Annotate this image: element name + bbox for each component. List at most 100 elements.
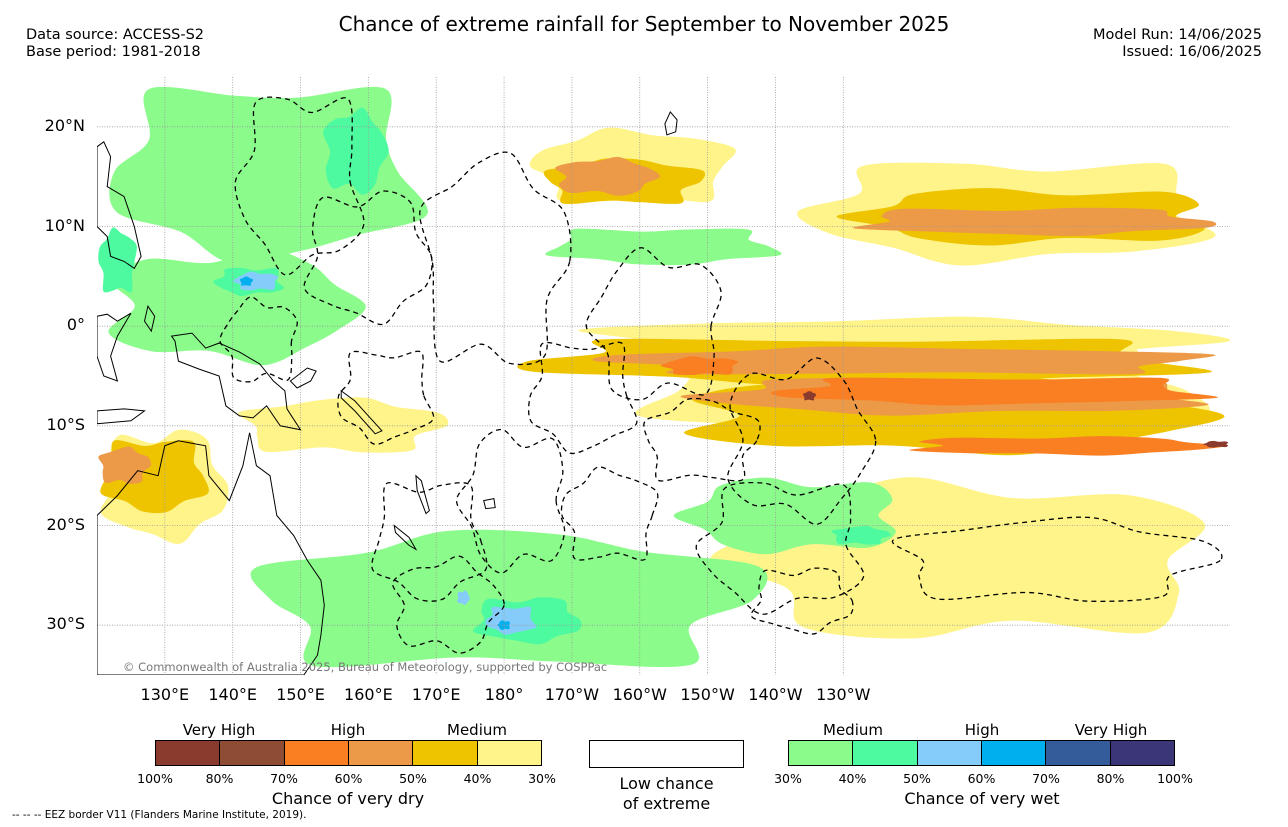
- dry-tick-label: 40%: [463, 771, 492, 786]
- dry-swatch: [347, 740, 414, 766]
- source-info: Data source: ACCESS-S2 Base period: 1981…: [26, 27, 204, 61]
- data-source-text: Data source: ACCESS-S2: [26, 27, 205, 43]
- wet-category-very-high: Very High: [1074, 721, 1148, 739]
- wet-region-level-1: [108, 247, 366, 366]
- wet-swatch: [980, 740, 1047, 766]
- dry-swatch: [283, 740, 349, 766]
- dry-region-level-3: [592, 346, 1216, 375]
- australia-coastline: [97, 432, 325, 675]
- wet-swatch: [788, 740, 854, 766]
- eez-border: [337, 350, 435, 445]
- eez-border: [585, 247, 722, 401]
- longitude-label: 140°E: [208, 685, 258, 704]
- low-chance-line-2: of extreme: [622, 794, 711, 813]
- dry-tick-label: 60%: [334, 771, 363, 786]
- graticule: [97, 77, 1230, 675]
- new-caledonia-coastline: [393, 524, 418, 551]
- wet-region-level-4: [239, 276, 253, 286]
- low-chance-label: Low chance of extreme: [589, 774, 744, 814]
- eez-border: [643, 397, 761, 482]
- eez-footnote: -- -- -- EEZ border V11 (Flanders Marine…: [12, 809, 307, 821]
- low-chance-line-1: Low chance: [619, 774, 714, 793]
- longitude-label: 170°W: [544, 685, 600, 704]
- dry-region-level-4: [771, 377, 1218, 406]
- wet-tick-label: 50%: [903, 771, 931, 786]
- wet-region-level-2: [98, 227, 137, 293]
- wet-tick-label: 70%: [1032, 771, 1060, 786]
- solomons-coastline: [340, 389, 383, 435]
- dry-swatch: [155, 740, 221, 766]
- rainfall-map: [97, 77, 1230, 675]
- wet-swatch: [1045, 740, 1111, 766]
- eez-border: [727, 357, 877, 525]
- halmahera-coastline: [143, 304, 156, 333]
- base-period-text: Base period: 1981-2018: [26, 44, 201, 60]
- dry-region-level-1: [238, 397, 449, 453]
- dry-tick-label: 80%: [205, 771, 234, 786]
- vanuatu-coastline: [415, 474, 430, 515]
- dry-swatch: [412, 740, 478, 766]
- wet-category-high: High: [964, 721, 1000, 739]
- coastlines: [97, 110, 678, 675]
- borneo-sulawesi-coastline: [97, 312, 132, 382]
- eez-border: [891, 516, 1223, 602]
- wet-region-level-4: [497, 620, 510, 630]
- eez-borders: [219, 96, 1223, 654]
- dry-swatch: [219, 740, 285, 766]
- dry-color-bar: [155, 740, 542, 766]
- low-chance-swatch: [589, 740, 744, 768]
- eez-border: [234, 96, 365, 276]
- eez-border: [560, 466, 659, 561]
- wet-region-level-3: [233, 271, 279, 291]
- philippines-coastline: [97, 141, 142, 270]
- wet-tick-label: 100%: [1157, 771, 1193, 786]
- new-britain-coastline: [289, 367, 317, 389]
- longitude-label: 150°W: [680, 685, 735, 704]
- wet-color-bar: [788, 740, 1175, 766]
- dry-tick-label: 30%: [528, 771, 556, 786]
- eez-border: [303, 190, 433, 326]
- wet-region-level-2: [323, 107, 389, 195]
- issued-text: Issued: 16/06/2025: [1122, 44, 1262, 60]
- map-title: Chance of extreme rainfall for September…: [338, 12, 950, 36]
- dry-region-level-6: [1202, 440, 1229, 448]
- wet-layer: [98, 86, 896, 668]
- dry-category-medium: Medium: [447, 721, 507, 739]
- wet-tick-label: 60%: [967, 771, 996, 786]
- fiji-coastline: [483, 498, 496, 510]
- wet-region-level-1: [545, 228, 782, 266]
- wet-region-level-3: [457, 590, 470, 606]
- eez-border: [219, 296, 298, 383]
- model-info: Model Run: 14/06/2025 Issued: 16/06/2025: [1093, 27, 1262, 61]
- wet-swatch: [916, 740, 982, 766]
- map-canvas: [97, 77, 1230, 675]
- latitude-label: 30°S: [46, 614, 85, 634]
- dry-legend-title: Chance of very dry: [271, 789, 425, 808]
- longitude-label: 130°W: [816, 685, 871, 704]
- eez-border: [695, 481, 865, 615]
- wet-region-level-1: [109, 86, 428, 263]
- longitude-label: 160°E: [344, 685, 393, 704]
- wet-category-medium: Medium: [823, 721, 883, 739]
- latitude-label: 10°S: [46, 414, 85, 434]
- timor-islands-coastline: [97, 408, 146, 425]
- dry-tick-label: 70%: [270, 771, 298, 786]
- latitude-label: 20°S: [46, 514, 85, 534]
- dry-region-level-3: [98, 446, 152, 484]
- dry-region-level-3: [555, 156, 661, 196]
- longitude-label: 180°: [484, 685, 524, 704]
- eez-border: [371, 482, 488, 602]
- dry-region-level-4: [660, 356, 739, 376]
- dry-category-very-high: Very High: [182, 721, 256, 739]
- wet-swatch: [852, 740, 918, 766]
- dry-category-high: High: [330, 721, 366, 739]
- wet-legend-title: Chance of very wet: [904, 789, 1060, 808]
- dry-region-level-3: [852, 207, 1217, 236]
- longitude-label: 150°E: [276, 685, 325, 704]
- model-run-text: Model Run: 14/06/2025: [1092, 27, 1262, 43]
- hawaii-coastline: [664, 110, 678, 136]
- wet-tick-label: 40%: [838, 771, 867, 786]
- latitude-label: 10°N: [44, 215, 85, 235]
- longitude-label: 130°E: [140, 685, 190, 704]
- dry-tick-label: 100%: [137, 771, 173, 786]
